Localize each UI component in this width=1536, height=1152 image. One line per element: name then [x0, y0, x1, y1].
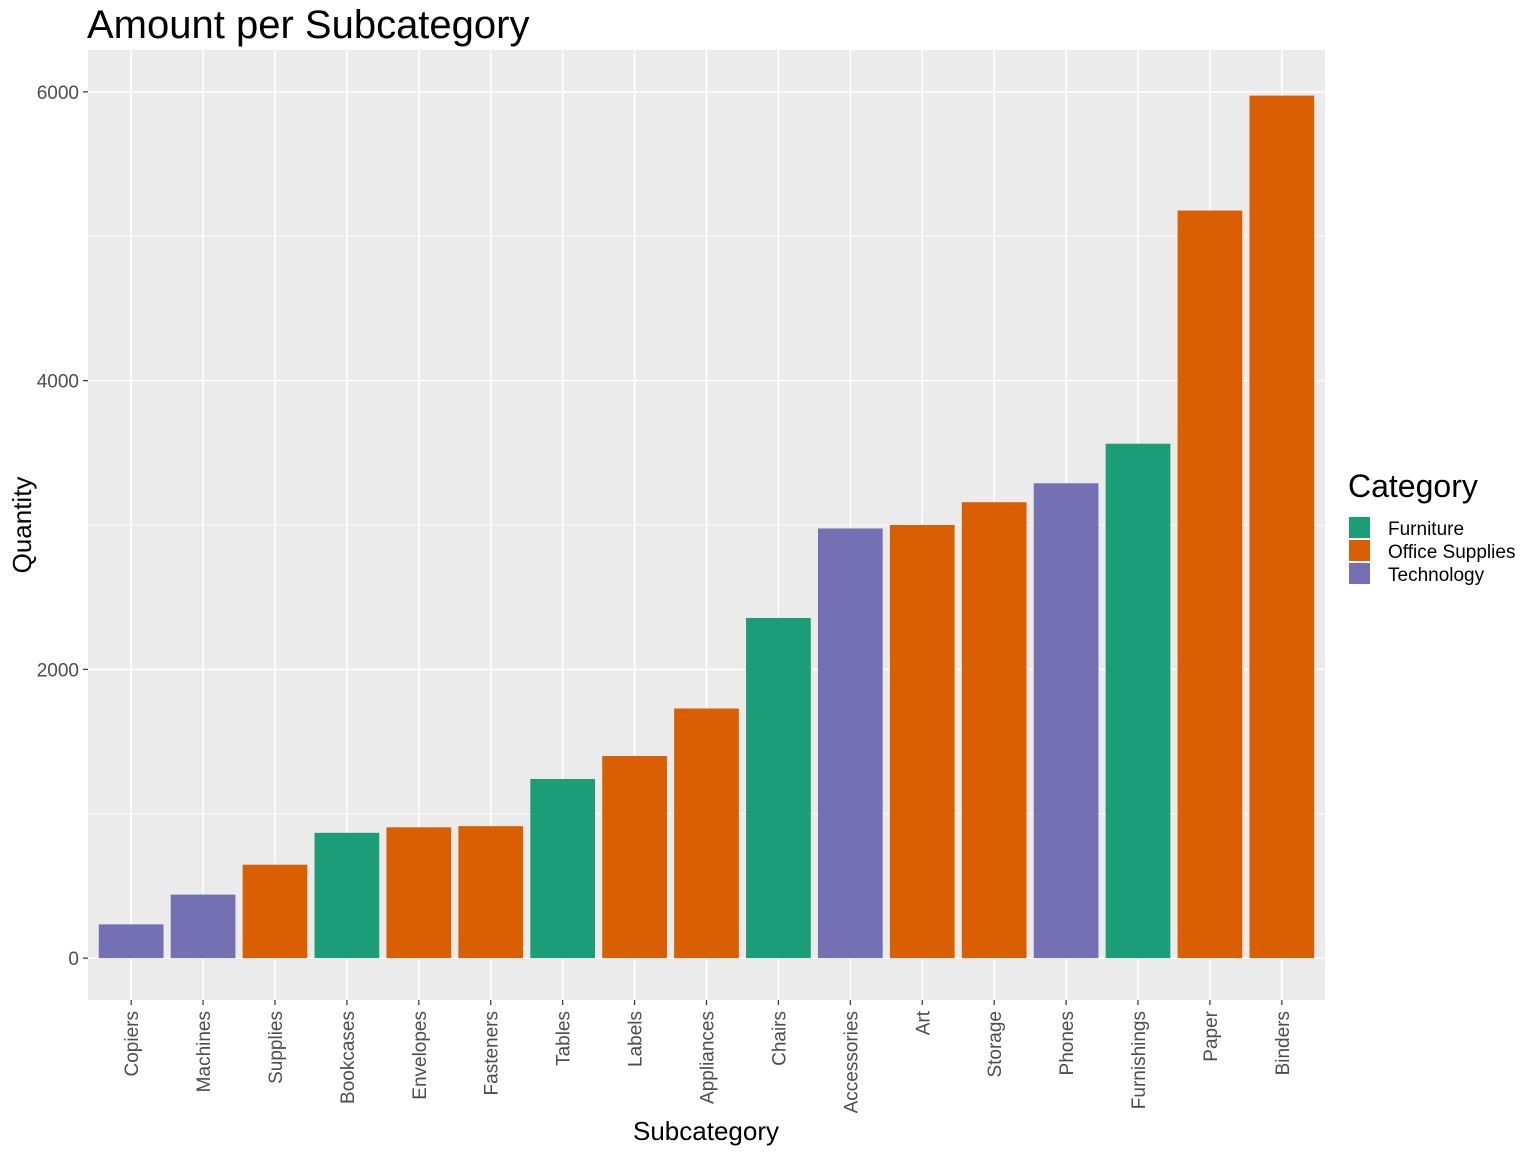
bar-storage [961, 502, 1027, 959]
legend-label: Furniture [1388, 519, 1464, 540]
x-tick-label: Paper [1201, 1010, 1222, 1061]
x-tick-label: Chairs [769, 1011, 790, 1066]
x-axis-title: Subcategory [633, 1116, 779, 1146]
bars [98, 95, 1315, 959]
bar-supplies [242, 864, 308, 959]
x-tick-label: Binders [1273, 1011, 1294, 1075]
legend-key [1349, 540, 1370, 561]
bar-art [889, 525, 955, 959]
x-tick-label: Bookcases [338, 1011, 359, 1104]
bar-copiers [98, 924, 164, 959]
y-axis-title: Quantity [7, 477, 37, 574]
x-tick-label: Copiers [122, 1011, 143, 1076]
x-tick-label: Supplies [266, 1011, 287, 1084]
x-tick-label: Accessories [841, 1011, 862, 1113]
x-tick-label: Machines [194, 1011, 215, 1092]
bar-phones [1033, 483, 1099, 959]
chart-title: Amount per Subcategory [87, 3, 529, 47]
bar-accessories [817, 528, 883, 959]
x-tick-label: Storage [985, 1011, 1006, 1078]
x-tick-label: Furnishings [1129, 1011, 1150, 1109]
x-tick-label: Labels [626, 1011, 647, 1067]
legend-key [1349, 563, 1370, 584]
bar-bookcases [314, 832, 380, 959]
legend-label: Office Supplies [1388, 542, 1515, 563]
legend-label: Technology [1388, 565, 1485, 586]
y-tick-label: 4000 [37, 372, 79, 393]
x-tick-label: Envelopes [410, 1011, 431, 1100]
x-axis: Copiers Machines Supplies Bookcases Envelope… [122, 1000, 1294, 1113]
bar-labels [602, 756, 667, 959]
x-tick-label: Fasteners [482, 1011, 503, 1095]
bar-fasteners [458, 826, 524, 959]
x-tick-label: Art [913, 1010, 934, 1035]
x-tick-label: Phones [1057, 1011, 1078, 1075]
bar-chairs [746, 617, 811, 959]
y-tick-label: 0 [68, 949, 79, 970]
legend-title: Category [1348, 468, 1478, 504]
y-tick-label: 6000 [37, 83, 79, 104]
bar-envelopes [386, 827, 452, 959]
x-tick-label: Appliances [698, 1011, 719, 1104]
bar-furnishings [1105, 443, 1171, 959]
bar-machines [170, 894, 236, 959]
legend-key [1349, 517, 1370, 538]
y-tick-label: 2000 [37, 660, 79, 681]
bar-binders [1249, 95, 1315, 959]
x-tick-label: Tables [554, 1011, 575, 1066]
bar-paper [1177, 210, 1243, 959]
bar-appliances [674, 708, 739, 959]
y-axis: 0 2000 4000 6000 [37, 83, 88, 970]
bar-tables [530, 778, 596, 959]
